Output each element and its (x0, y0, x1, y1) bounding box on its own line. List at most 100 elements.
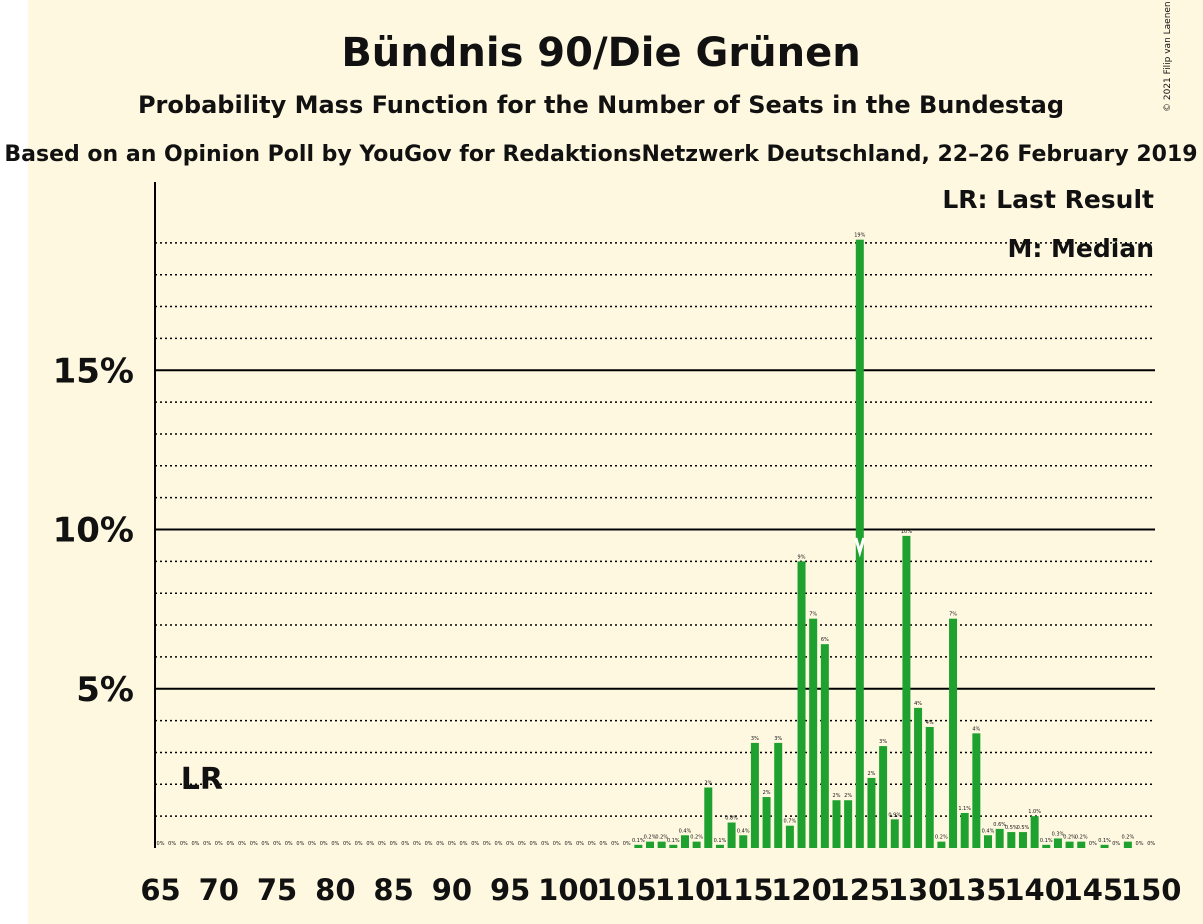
bar-value-label: 0.2% (644, 835, 657, 841)
x-tick-label: 95 (490, 873, 530, 907)
bar (762, 797, 771, 848)
bar-value-label: 2% (833, 793, 841, 799)
copyright-note: © 2021 Filip van Laenen (1163, 1, 1173, 112)
bar-value-label: 0% (553, 841, 561, 847)
bar-value-label: 0% (1147, 841, 1155, 847)
bar-value-label: 0% (191, 841, 199, 847)
legend-last-result: LR: Last Result (942, 185, 1154, 214)
bar-value-label: 0% (308, 841, 316, 847)
x-axis-ticks: 65 70 75 80 85 90 95 10010511011512012513013514… (140, 873, 1181, 907)
bar (984, 835, 993, 848)
bar-value-label: 0% (588, 841, 596, 847)
bar-value-label: 0% (1112, 841, 1120, 847)
bar-value-label: 3% (774, 736, 782, 742)
bar (1042, 844, 1051, 848)
y-axis-ticks: 5% 10% 15% (53, 351, 134, 710)
bar-value-label: 3% (751, 736, 759, 742)
bar-value-label: 0% (448, 841, 456, 847)
bar (646, 841, 655, 848)
bar (704, 787, 713, 848)
bar (902, 535, 911, 848)
bar-value-label: 0.2% (655, 835, 668, 841)
bar-value-label: 0% (623, 841, 631, 847)
bar (809, 618, 818, 848)
bar-value-label: 0% (599, 841, 607, 847)
chart-background (28, 0, 1203, 924)
bar-value-label: 0% (180, 841, 188, 847)
bar-value-label: 0.8% (725, 816, 738, 822)
bar-value-label: 2% (704, 780, 712, 786)
y-tick-label: 15% (53, 351, 134, 391)
bar-value-label: 4% (972, 726, 980, 732)
bar-value-label: 7% (809, 612, 817, 618)
chart-source-line: Based on an Opinion Poll by YouGov for R… (4, 142, 1197, 167)
bar-value-label: 0% (471, 841, 479, 847)
x-tick-label: 120 (771, 873, 832, 907)
bar-value-label: 4% (926, 720, 934, 726)
last-result-marker: LR (181, 762, 223, 797)
bar-value-label: 6% (821, 637, 829, 643)
markers: LR (181, 537, 866, 797)
bar (739, 835, 748, 848)
x-tick-label: 65 (140, 873, 180, 907)
bar (657, 841, 666, 848)
x-tick-label: 110 (655, 873, 716, 907)
median-marker (854, 537, 866, 558)
y-tick-label: 10% (53, 511, 134, 551)
bar (692, 841, 701, 848)
bar (1077, 841, 1086, 848)
bar-value-label: 0.3% (1052, 831, 1065, 837)
bar-value-label: 0% (296, 841, 304, 847)
bar (960, 812, 969, 848)
bar-value-label: 0% (495, 841, 503, 847)
bar (634, 844, 643, 848)
bar (774, 742, 783, 848)
bar-value-label: 0% (226, 841, 234, 847)
bar-value-label: 0% (1136, 841, 1144, 847)
bar-labels: 0% 0% 0% 0% 0% 0% 0% 0% 0% 0% 0% 0% 0% 0% 0% 0% 0% 0% 0% 0%… (157, 233, 1156, 847)
bar-value-label: 0% (564, 841, 572, 847)
bars (634, 239, 1132, 849)
x-tick-label: 125 (830, 873, 891, 907)
bar (925, 726, 934, 848)
bar-value-label: 0% (413, 841, 421, 847)
bar-value-label: 0.2% (1122, 835, 1135, 841)
x-tick-label: 145 (1063, 873, 1124, 907)
x-tick-label: 90 (432, 873, 472, 907)
bar-value-label: 0.1% (714, 838, 727, 844)
bar-value-label: 0% (203, 841, 211, 847)
bar-value-label: 0.2% (935, 835, 948, 841)
bar (1007, 832, 1016, 848)
bar-value-label: 0.5% (1017, 825, 1030, 831)
bar-value-label: 0% (541, 841, 549, 847)
bar-value-label: 0% (401, 841, 409, 847)
bar (879, 746, 888, 848)
bar-value-label: 0% (355, 841, 363, 847)
bar-value-label: 2% (867, 771, 875, 777)
bar-value-label: 0% (343, 841, 351, 847)
bar-value-label: 0% (460, 841, 468, 847)
bar-value-label: 0% (483, 841, 491, 847)
bar (949, 618, 958, 848)
bar (1053, 838, 1062, 848)
bar-value-label: 0% (518, 841, 526, 847)
bar-value-label: 0% (157, 841, 165, 847)
bar (855, 239, 864, 849)
bar (844, 800, 853, 848)
bar (1030, 816, 1039, 848)
bar (972, 733, 981, 848)
bar-value-label: 2% (844, 793, 852, 799)
bar-value-label: 0.2% (690, 835, 703, 841)
bar (1065, 841, 1074, 848)
bar-value-label: 10% (901, 529, 912, 535)
bar-value-label: 7% (949, 612, 957, 618)
bar-value-label: 0.9% (888, 812, 901, 818)
bar-value-label: 0.2% (1075, 835, 1088, 841)
bar-value-label: 0% (366, 841, 374, 847)
bar (867, 777, 876, 848)
bar-value-label: 0% (168, 841, 176, 847)
bar (1018, 832, 1027, 848)
bar-value-label: 0% (331, 841, 339, 847)
bar (1123, 841, 1132, 848)
